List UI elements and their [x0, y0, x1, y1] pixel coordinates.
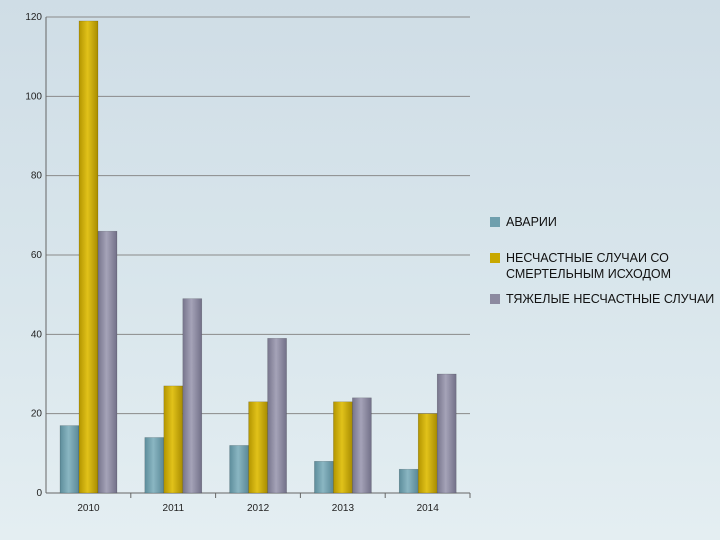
y-tick-label: 100 [25, 91, 42, 102]
bar-2014-s0 [398, 468, 419, 494]
y-tick-label: 20 [31, 409, 43, 420]
y-tick-label: 80 [31, 171, 43, 182]
bar-2012-s0 [229, 445, 249, 494]
tick-labels: 0 20 40 60 80 100 120 2010 2011 2012 2013 2014 [25, 12, 439, 514]
bar-2013-s0 [314, 461, 334, 494]
bar-2010-s2 [97, 230, 118, 494]
legend-label-fatal: НЕСЧАСТНЫЕ СЛУЧАИ СО СМЕРТЕЛЬНЫМ ИСХОДОМ [506, 251, 672, 281]
legend: АВАРИИ НЕСЧАСТНЫЕ СЛУЧАИ СО СМЕРТЕЛЬНЫМ … [490, 214, 715, 307]
x-tick-label: 2012 [247, 503, 270, 514]
bar-2010-s0 [59, 425, 80, 494]
legend-item-serious: ТЯЖЕЛЫЕ НЕСЧАСТНЫЕ СЛУЧАИ [490, 291, 715, 307]
bar-2011-s2 [182, 298, 203, 494]
x-tick-label: 2013 [332, 503, 355, 514]
y-tick-label: 0 [36, 488, 42, 499]
y-tick-label: 60 [31, 250, 43, 261]
bar-2011-s1 [163, 385, 184, 494]
legend-swatch-accidents [490, 217, 500, 227]
bar-2014-s1 [417, 413, 438, 494]
bar-2012-s1 [248, 401, 268, 494]
bar-2012-s2 [267, 338, 287, 494]
legend-item-fatal: НЕСЧАСТНЫЕ СЛУЧАИ СО СМЕРТЕЛЬНЫМ ИСХОДОМ [490, 250, 715, 282]
bar-2013-s2 [352, 397, 372, 494]
x-tick-label: 2011 [163, 503, 185, 514]
bar-2014-s2 [436, 373, 457, 494]
x-tick-label: 2014 [417, 503, 440, 514]
bar-2010-s1 [78, 20, 99, 494]
legend-label-serious: ТЯЖЕЛЫЕ НЕСЧАСТНЫЕ СЛУЧАИ [506, 292, 715, 306]
bar-2013-s1 [333, 401, 353, 494]
legend-label-accidents: АВАРИИ [506, 215, 557, 229]
bars [59, 20, 457, 494]
legend-swatch-serious [490, 294, 500, 304]
legend-item-accidents: АВАРИИ [490, 214, 715, 230]
y-tick-label: 120 [25, 12, 42, 23]
x-tick-label: 2010 [77, 503, 100, 514]
y-tick-label: 40 [31, 329, 43, 340]
bar-2011-s0 [144, 437, 165, 494]
legend-swatch-fatal [490, 253, 500, 263]
